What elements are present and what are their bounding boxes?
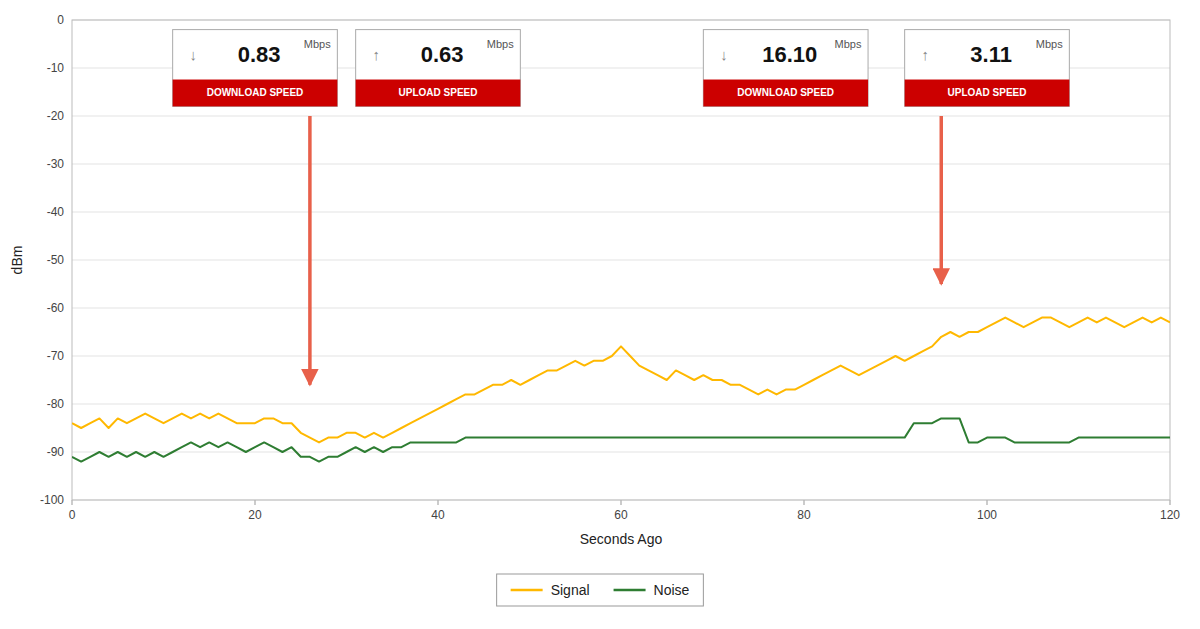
speed-box-value: 0.63 xyxy=(421,42,464,67)
grid xyxy=(72,20,1170,500)
speed-box-value: 16.10 xyxy=(762,42,817,67)
legend-swatch xyxy=(511,589,543,592)
x-tick xyxy=(987,500,988,505)
grid-line xyxy=(72,164,1170,165)
speed-box: UPLOAD SPEED ↑ 3.11 Mbps xyxy=(905,30,1070,107)
legend-frame xyxy=(497,574,704,606)
axes: 0 -10 -20 -30 -40 -50 -60 -70 -80 -90 -100 0 20 40 60 8… xyxy=(9,13,1180,547)
speed-box-label: DOWNLOAD SPEED xyxy=(737,87,834,98)
x-tick xyxy=(621,500,622,505)
chart: 0 -10 -20 -30 -40 -50 -60 -70 -80 -90 -100 0 20 40 60 8… xyxy=(0,0,1200,629)
speed-box-unit: Mbps xyxy=(1036,38,1063,50)
speed-box-unit: Mbps xyxy=(487,38,514,50)
y-tick-label: -80 xyxy=(47,397,65,411)
y-tick-label: -50 xyxy=(47,253,65,267)
y-tick-label: -10 xyxy=(47,61,65,75)
speed-box-symbol: ↓ xyxy=(189,46,197,63)
y-tick-label: -30 xyxy=(47,157,65,171)
x-tick-label: 40 xyxy=(431,508,445,522)
grid-line xyxy=(72,260,1170,261)
grid-line xyxy=(72,452,1170,453)
y-tick-label: -40 xyxy=(47,205,65,219)
speed-box: UPLOAD SPEED ↑ 0.63 Mbps xyxy=(356,30,521,107)
grid-line xyxy=(72,212,1170,213)
speed-box-strip xyxy=(356,80,521,107)
speed-box-label: UPLOAD SPEED xyxy=(399,87,478,98)
speed-box-symbol: ↑ xyxy=(921,46,929,63)
plot-frame xyxy=(72,20,1170,500)
x-tick xyxy=(72,500,73,505)
legend-entry: Signal xyxy=(551,582,590,598)
legend-entry: Noise xyxy=(654,582,690,598)
legend-swatch xyxy=(614,589,646,592)
series-line xyxy=(72,418,1170,461)
speed-box-label: DOWNLOAD SPEED xyxy=(207,87,304,98)
y-tick-label: -100 xyxy=(40,493,64,507)
annotations: DOWNLOAD SPEED ↓ 0.83 Mbps UPLOAD SPEED ↑ 0.63… xyxy=(173,30,1070,385)
speed-box-bg xyxy=(173,30,338,107)
speed-box-strip xyxy=(173,80,338,107)
grid-line xyxy=(72,116,1170,117)
legend: Signal Noise xyxy=(497,574,704,606)
x-tick-label: 60 xyxy=(614,508,628,522)
speed-box-symbol: ↑ xyxy=(372,46,380,63)
y-tick-label: -20 xyxy=(47,109,65,123)
y-tick-label: -60 xyxy=(47,301,65,315)
x-tick xyxy=(438,500,439,505)
speed-box-strip xyxy=(905,80,1070,107)
speed-box-label: UPLOAD SPEED xyxy=(948,87,1027,98)
arrow xyxy=(308,116,312,385)
speed-box-bg xyxy=(703,30,868,107)
x-tick-label: 20 xyxy=(248,508,262,522)
x-tick-label: 0 xyxy=(69,508,76,522)
x-tick-label: 100 xyxy=(977,508,997,522)
grid-line xyxy=(72,308,1170,309)
speed-box: DOWNLOAD SPEED ↓ 0.83 Mbps xyxy=(173,30,338,107)
x-tick xyxy=(804,500,805,505)
grid-line xyxy=(72,356,1170,357)
x-tick xyxy=(1170,500,1171,505)
speed-box-symbol: ↓ xyxy=(720,46,728,63)
speed-box-value: 0.83 xyxy=(238,42,281,67)
y-axis-label: dBm xyxy=(9,246,25,275)
y-tick-label: -90 xyxy=(47,445,65,459)
x-tick-label: 80 xyxy=(797,508,811,522)
series-lines xyxy=(72,318,1170,462)
speed-box-unit: Mbps xyxy=(304,38,331,50)
x-tick-label: 120 xyxy=(1160,508,1180,522)
arrow xyxy=(940,116,944,284)
speed-box-bg xyxy=(356,30,521,107)
speed-box: DOWNLOAD SPEED ↓ 16.10 Mbps xyxy=(703,30,868,107)
x-tick xyxy=(255,500,256,505)
series-line xyxy=(72,318,1170,443)
y-tick-label: -70 xyxy=(47,349,65,363)
speed-box-unit: Mbps xyxy=(835,38,862,50)
speed-box-value: 3.11 xyxy=(970,42,1012,67)
speed-box-strip xyxy=(703,80,868,107)
y-tick-label: 0 xyxy=(57,13,64,27)
grid-line xyxy=(72,404,1170,405)
speed-box-bg xyxy=(905,30,1070,107)
x-axis-label: Seconds Ago xyxy=(580,531,663,547)
